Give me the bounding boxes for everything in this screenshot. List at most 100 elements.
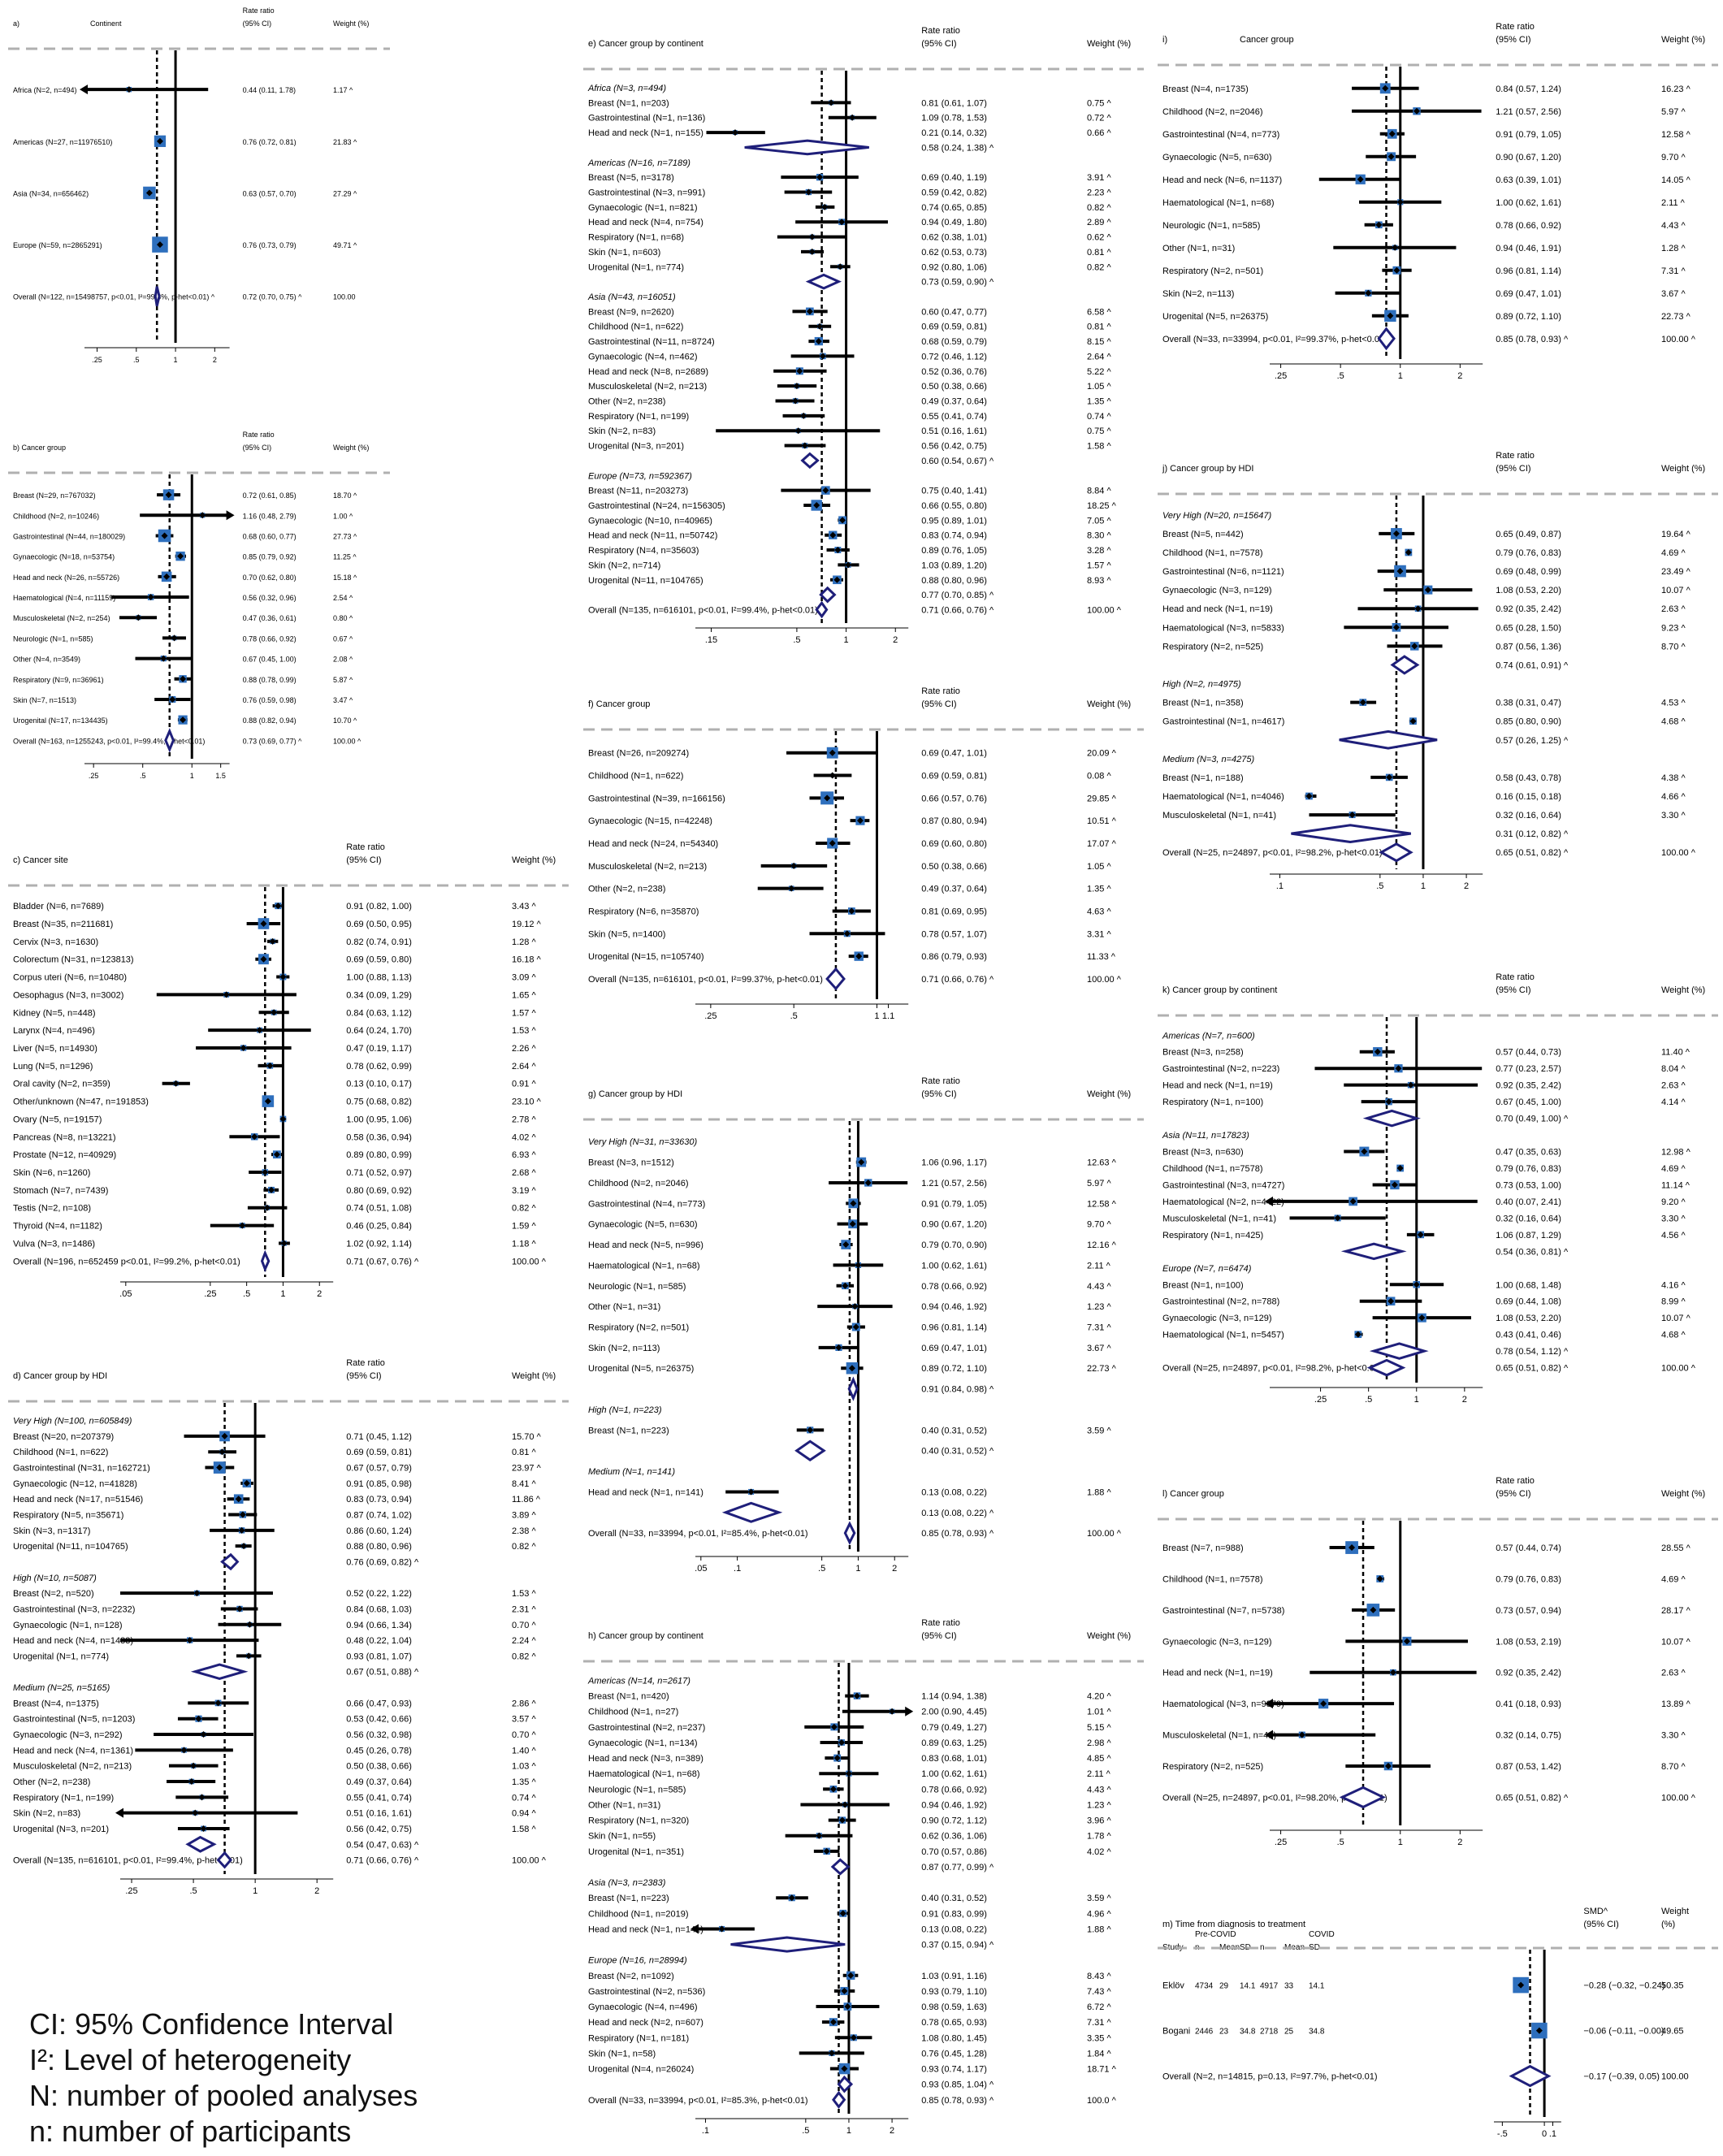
weight-text: 1.88 ^ [1087, 1487, 1111, 1497]
overall-diamond [1379, 842, 1413, 863]
point-estimate [268, 1186, 275, 1193]
weight-text: 1.57 ^ [1087, 561, 1111, 570]
ci-text: 0.69 (0.47, 1.01) [921, 749, 987, 759]
point-estimate [839, 1910, 846, 1917]
panel-c: c) Cancer site Rate ratio (95% CI) Weight (… [8, 837, 569, 1316]
weight-text: 0.91 ^ [512, 1080, 536, 1089]
row-label: Other (N=1, n=31) [1162, 244, 1235, 253]
ci-text: 0.40 (0.07, 2.41) [1496, 1197, 1561, 1207]
weight-text: 0.75 ^ [1087, 98, 1111, 108]
weight-text: 49.71 ^ [333, 241, 357, 249]
x-tick-label: .25 [1275, 1838, 1287, 1847]
weight-text: 4.38 ^ [1661, 773, 1686, 783]
row-label: Skin (N=1, n=58) [588, 2049, 656, 2059]
ci-text: 0.69 (0.59, 0.80) [346, 955, 412, 965]
ci-text: 0.54 (0.36, 0.81) ^ [1496, 1247, 1569, 1257]
point-estimate [1389, 1669, 1396, 1676]
row-label: Urogenital (N=1, n=774) [588, 262, 684, 272]
x-tick-label: .1 [734, 1564, 741, 1574]
weight-text: 9.70 ^ [1661, 153, 1686, 162]
row-label: Childhood (N=1, n=7578) [1162, 1164, 1263, 1174]
weight-text: 9.20 ^ [1661, 1197, 1686, 1207]
ci-text: 0.67 (0.45, 1.00) [243, 656, 297, 664]
ci-text: 0.87 (0.77, 0.99) ^ [921, 1863, 994, 1872]
weight-text: 4.20 ^ [1087, 1692, 1111, 1702]
row-label: Musculoskeletal (N=1, n=41) [1162, 1214, 1276, 1223]
row-label: Breast (N=1, n=203) [588, 98, 669, 108]
weight-text: 12.58 ^ [1087, 1199, 1117, 1209]
weight-text: 100.00 ^ [1087, 975, 1122, 985]
point-estimate [807, 1427, 814, 1434]
x-tick-label: 2 [1457, 371, 1462, 381]
row-label: Gastrointestinal (N=6, n=1121) [1162, 567, 1284, 577]
row-label: Gynaecologic (N=3, n=129) [1162, 1314, 1272, 1323]
ci-text: 1.06 (0.96, 1.17) [921, 1158, 987, 1168]
point-estimate [273, 1151, 280, 1158]
weight-header: Weight (%) [1087, 1089, 1131, 1099]
point-estimate [805, 188, 812, 196]
point-estimate [1388, 130, 1396, 137]
ci-header: (95% CI) [1496, 985, 1530, 995]
row-label: Haematological (N=1, n=68) [1162, 198, 1275, 208]
weight-text: 8.30 ^ [1087, 531, 1111, 541]
ci-text: 0.88 (0.78, 0.99) [243, 676, 297, 684]
panel-title: l) Cancer group [1162, 1489, 1224, 1499]
ci-text: 0.88 (0.82, 0.94) [243, 717, 297, 725]
legend: CI: 95% Confidence Interval I²: Level of… [29, 2007, 418, 2150]
ci-text: 0.44 (0.11, 1.78) [243, 86, 296, 94]
weight-text: 12.63 ^ [1087, 1158, 1117, 1168]
panel-k: k) Cancer group by continent Rate ratio (9… [1158, 967, 1718, 1422]
point-estimate [833, 576, 841, 583]
row-label: Breast (N=35, n=211681) [13, 920, 113, 929]
row-label: Gastrointestinal (N=1, n=136) [588, 114, 705, 123]
ci-text: 0.85 (0.78, 0.93) ^ [921, 1529, 994, 1539]
row-label: Head and neck (N=5, n=996) [588, 1240, 703, 1250]
rate-ratio-header: Rate ratio [1496, 1476, 1535, 1486]
point-estimate [275, 903, 282, 910]
weight-header: Weight (%) [1661, 1489, 1705, 1499]
row-label: Gynaecologic (N=12, n=41828) [13, 1479, 137, 1489]
point-estimate [145, 189, 153, 197]
ci-text: 0.79 (0.76, 0.83) [1496, 1574, 1561, 1584]
ci-text: 0.73 (0.53, 1.00) [1496, 1180, 1561, 1190]
weight-text: 12.58 ^ [1661, 130, 1691, 140]
subgroup-header: Very High (N=20, n=15647) [1162, 511, 1271, 521]
row-label: Gastrointestinal (N=24, n=156305) [588, 501, 725, 511]
point-estimate [246, 1621, 253, 1628]
row-label: Head and neck (N=11, n=50742) [588, 531, 717, 541]
ci-text: 0.64 (0.24, 1.70) [346, 1026, 412, 1036]
panel-title: d) Cancer group by HDI [13, 1371, 107, 1381]
row-label: Gastrointestinal (N=2, n=237) [588, 1723, 705, 1733]
rate-ratio-header: SMD^ [1583, 1907, 1608, 1916]
weight-text: 100.0 ^ [1087, 2096, 1117, 2106]
ci-text: 0.46 (0.25, 0.84) [346, 1222, 412, 1232]
point-estimate [822, 487, 829, 494]
weight-text: 0.74 ^ [1087, 412, 1111, 422]
point-estimate [240, 1045, 247, 1051]
point-estimate [192, 1809, 199, 1816]
ci-text: 1.21 (0.57, 2.56) [921, 1179, 987, 1188]
point-estimate [889, 1708, 896, 1715]
x-tick-label: .5 [793, 635, 800, 645]
ci-text: 0.96 (0.81, 1.14) [921, 1323, 987, 1333]
point-estimate [219, 1448, 226, 1456]
row-label: Breast (N=11, n=203273) [588, 487, 688, 496]
row-label: Head and neck (N=4, n=754) [588, 218, 703, 227]
ci-text: 0.81 (0.61, 1.07) [921, 98, 987, 108]
point-estimate [199, 512, 206, 519]
ci-text: 0.71 (0.45, 1.12) [346, 1432, 412, 1442]
ci-text: 0.89 (0.72, 1.10) [921, 1364, 987, 1374]
x-tick-label: .25 [1275, 371, 1287, 381]
ci-text: 0.51 (0.16, 1.61) [921, 426, 987, 436]
point-estimate [163, 573, 171, 580]
column-header: SD [1240, 1943, 1251, 1952]
weight-text: 2.64 ^ [512, 1062, 536, 1072]
row-label: Bogani [1162, 2027, 1190, 2037]
point-estimate [251, 1133, 258, 1141]
panel-title: b) Cancer group [13, 444, 66, 452]
weight-text: 3.91 ^ [1087, 173, 1111, 183]
subtotal-diamond [721, 1501, 783, 1523]
weight-header: Weight (%) [512, 855, 556, 865]
row-label: Other (N=2, n=238) [588, 396, 665, 406]
ci-header: (95% CI) [921, 39, 956, 49]
